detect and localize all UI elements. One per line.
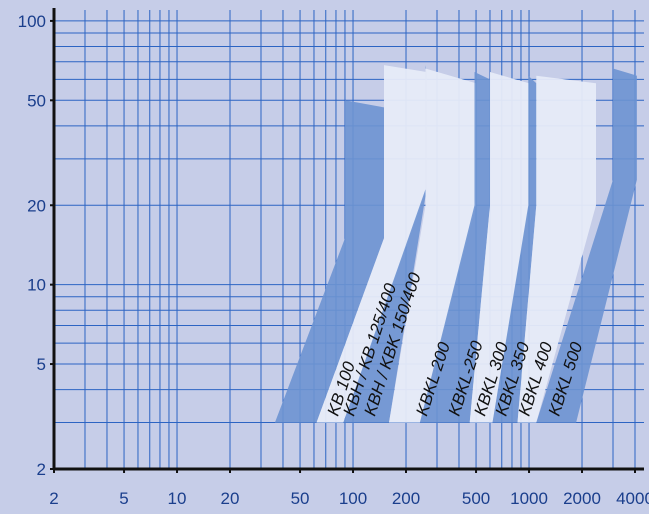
x-tick-label: 5 <box>119 489 128 508</box>
bands <box>274 65 637 423</box>
y-tick-label: 50 <box>27 91 46 110</box>
band-6 <box>492 75 537 423</box>
x-tick-label: 4000 <box>616 489 649 508</box>
band-8 <box>536 68 637 423</box>
axes <box>50 8 644 473</box>
x-tick-label: 2 <box>49 489 58 508</box>
x-tick-label: 500 <box>462 489 490 508</box>
band-1 <box>316 65 427 423</box>
x-tick-label: 2000 <box>563 489 601 508</box>
y-tick-label: 100 <box>18 12 46 31</box>
y-tick-label: 5 <box>37 355 46 374</box>
x-tick-label: 200 <box>392 489 420 508</box>
band-0 <box>274 100 384 423</box>
band-3 <box>389 68 476 423</box>
x-tick-label: 10 <box>168 489 187 508</box>
x-tick-label: 20 <box>221 489 240 508</box>
band-4 <box>419 72 490 423</box>
y-tick-label: 10 <box>27 276 46 295</box>
tick-labels: 2 5 10 20 50 100 200 500 1000 2000 4000 2 5 10 20 50 100 <box>18 12 649 508</box>
y-tick-label: 2 <box>37 460 46 479</box>
y-tick-label: 20 <box>27 196 46 215</box>
x-tick-label: 50 <box>291 489 310 508</box>
x-tick-label: 1000 <box>510 489 548 508</box>
x-tick-label: 100 <box>339 489 367 508</box>
band-7 <box>517 75 596 423</box>
band-2 <box>343 65 427 423</box>
band-5 <box>469 72 529 423</box>
